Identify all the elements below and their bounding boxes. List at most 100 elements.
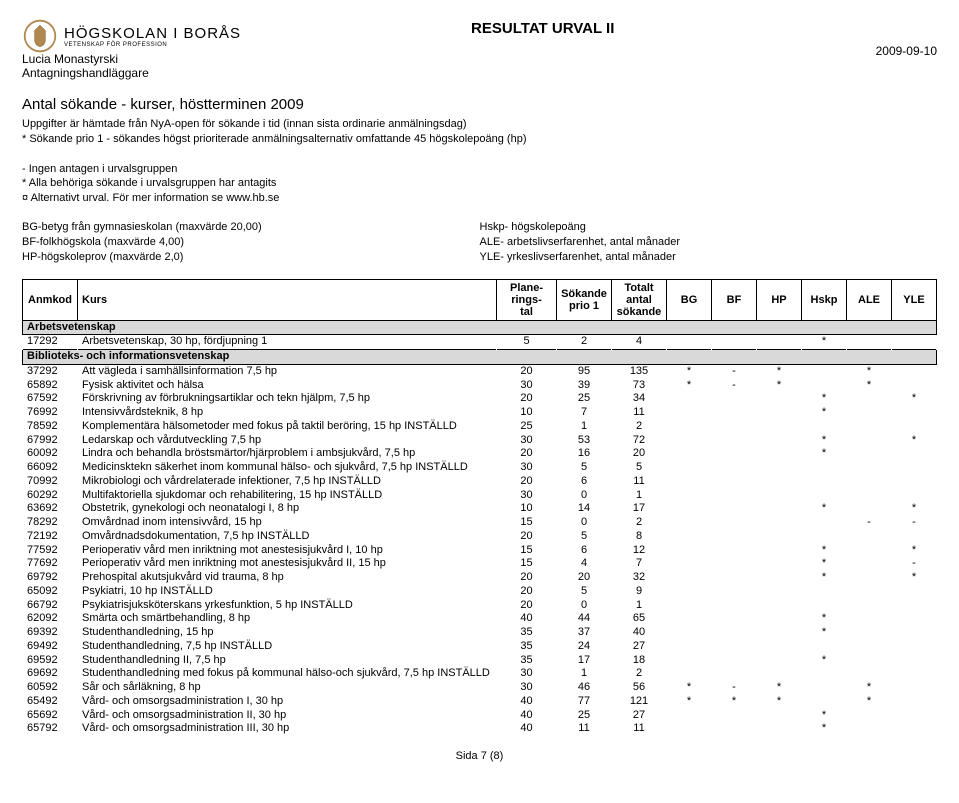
table-cell: *: [802, 722, 847, 736]
table-cell: [892, 654, 937, 668]
table-cell: 44: [557, 612, 612, 626]
table-cell: [892, 722, 937, 736]
table-cell: 24: [557, 640, 612, 654]
table-cell: 77692: [23, 557, 78, 571]
table-cell: [712, 654, 757, 668]
table-cell: 65892: [23, 379, 78, 393]
table-cell: [667, 530, 712, 544]
table-cell: Medicinsktekn säkerhet inom kommunal häl…: [78, 461, 497, 475]
table-cell: 11: [612, 406, 667, 420]
table-cell: *: [847, 681, 892, 695]
table-cell: 30: [497, 434, 557, 448]
table-cell: 8: [612, 530, 667, 544]
table-cell: *: [802, 557, 847, 571]
table-cell: [712, 544, 757, 558]
table-cell: [847, 709, 892, 723]
table-cell: Fysisk aktivitet och hälsa: [78, 379, 497, 393]
table-cell: [892, 420, 937, 434]
table-cell: *: [802, 434, 847, 448]
table-cell: [667, 626, 712, 640]
table-row: 77692Perioperativ vård men inriktning mo…: [23, 557, 937, 571]
table-cell: [802, 585, 847, 599]
table-cell: 25: [557, 709, 612, 723]
table-cell: [892, 364, 937, 378]
table-cell: [847, 612, 892, 626]
table-cell: 37: [557, 626, 612, 640]
table-body: Arbetsvetenskap17292Arbetsvetenskap, 30 …: [23, 320, 937, 736]
table-cell: Omvårdnad inom intensivvård, 15 hp: [78, 516, 497, 530]
table-cell: [757, 667, 802, 681]
table-cell: 15: [497, 557, 557, 571]
table-cell: [712, 420, 757, 434]
table-cell: [892, 681, 937, 695]
table-cell: *: [802, 654, 847, 668]
legend-line: BG-betyg från gymnasieskolan (maxvärde 2…: [22, 220, 480, 235]
table-cell: [757, 544, 802, 558]
table-cell: 7: [612, 557, 667, 571]
table-cell: Psykiatri, 10 hp INSTÄLLD: [78, 585, 497, 599]
table-cell: Ledarskap och vårdutveckling 7,5 hp: [78, 434, 497, 448]
table-row: 60292Multifaktoriella sjukdomar och reha…: [23, 489, 937, 503]
table-cell: [667, 461, 712, 475]
table-cell: 16: [557, 447, 612, 461]
table-row: 65792Vård- och omsorgsadministration III…: [23, 722, 937, 736]
table-cell: 65: [612, 612, 667, 626]
table-cell: [892, 379, 937, 393]
table-cell: 34: [612, 392, 667, 406]
table-cell: Vård- och omsorgsadministration I, 30 hp: [78, 695, 497, 709]
table-cell: [892, 447, 937, 461]
author-name: Lucia Monastyrski: [22, 52, 241, 66]
table-cell: 6: [557, 475, 612, 489]
group-header-cell: Biblioteks- och informationsvetenskap: [23, 350, 937, 365]
author-role: Antagningshandläggare: [22, 66, 241, 80]
table-cell: *: [802, 709, 847, 723]
table-cell: 20: [497, 585, 557, 599]
table-cell: [847, 667, 892, 681]
table-cell: [847, 335, 892, 350]
table-cell: [757, 461, 802, 475]
table-row: 69592Studenthandledning II, 7,5 hp351718…: [23, 654, 937, 668]
table-cell: 40: [497, 722, 557, 736]
table-cell: Att vägleda i samhällsinformation 7,5 hp: [78, 364, 497, 378]
table-cell: 95: [557, 364, 612, 378]
table-cell: 0: [557, 599, 612, 613]
table-cell: [712, 461, 757, 475]
table-cell: 18: [612, 654, 667, 668]
table-cell: *: [847, 379, 892, 393]
table-cell: [757, 709, 802, 723]
intro-line: * Alla behöriga sökande i urvalsgruppen …: [22, 176, 937, 191]
column-header: ALE: [847, 279, 892, 320]
table-cell: [757, 530, 802, 544]
table-cell: Prehospital akutsjukvård vid trauma, 8 h…: [78, 571, 497, 585]
table-cell: 65692: [23, 709, 78, 723]
table-cell: 73: [612, 379, 667, 393]
table-cell: 17: [612, 502, 667, 516]
table-cell: -: [712, 364, 757, 378]
table-cell: *: [757, 379, 802, 393]
table-cell: 20: [497, 364, 557, 378]
table-cell: 67592: [23, 392, 78, 406]
table-cell: [757, 626, 802, 640]
table-cell: 12: [612, 544, 667, 558]
logo-and-person: HÖGSKOLAN I BORÅS VETENSKAP FÖR PROFESSI…: [22, 18, 241, 80]
table-row: 66792Psykiatrisjuksköterskans yrkesfunkt…: [23, 599, 937, 613]
table-row: 17292Arbetsvetenskap, 30 hp, fördjupning…: [23, 335, 937, 350]
table-cell: 60092: [23, 447, 78, 461]
table-cell: 30: [497, 379, 557, 393]
table-cell: [667, 557, 712, 571]
intro-text: Uppgifter är hämtade från NyA-open för s…: [22, 117, 937, 206]
table-cell: 78592: [23, 420, 78, 434]
legend-line: Hskp- högskolepoäng: [480, 220, 938, 235]
table-cell: *: [802, 406, 847, 420]
table-cell: *: [802, 335, 847, 350]
table-cell: [712, 516, 757, 530]
table-cell: [847, 461, 892, 475]
table-cell: *: [802, 544, 847, 558]
table-cell: [712, 392, 757, 406]
table-cell: 65792: [23, 722, 78, 736]
table-cell: 46: [557, 681, 612, 695]
table-cell: -: [847, 516, 892, 530]
table-cell: 60292: [23, 489, 78, 503]
table-cell: [712, 571, 757, 585]
table-cell: -: [892, 516, 937, 530]
